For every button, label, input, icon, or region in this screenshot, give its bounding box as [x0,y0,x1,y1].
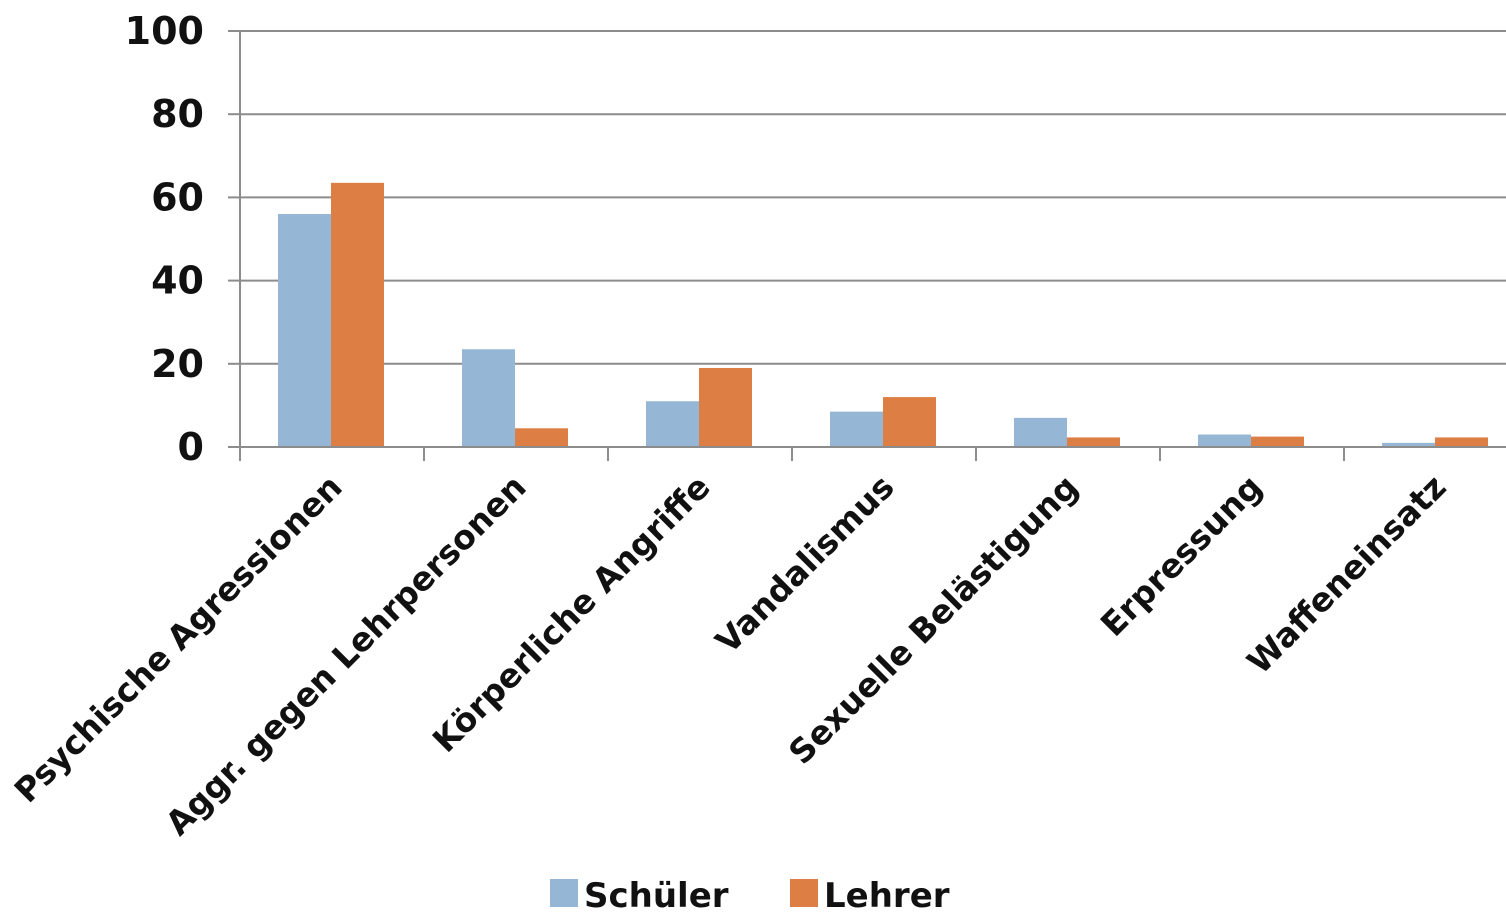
y-tick-label: 100 [125,9,204,53]
bar-series-1 [1198,434,1251,447]
bar-series-1 [830,411,883,447]
bar-series-1 [462,349,515,447]
x-tick-label: Erpressung [1093,467,1270,644]
bar-series-2 [883,397,936,447]
legend: Schüler Lehrer [550,876,950,915]
y-tick-labels: 0 20 40 60 80 100 [125,9,204,469]
bar-series-1 [1382,442,1435,447]
x-tick-label: Sexuelle Belästigung [781,467,1086,772]
y-tick-label: 0 [178,425,204,469]
bars [278,182,1488,447]
y-tick-label: 80 [151,92,204,136]
x-tick-label: Waffeneinsatz [1239,467,1453,681]
legend-swatch [790,879,818,907]
y-tick-label: 40 [151,259,204,303]
x-tick-label: Vandalismus [708,467,902,661]
legend-label: Schüler [584,876,729,915]
legend-label: Lehrer [824,876,950,915]
bar-series-1 [278,214,331,447]
legend-swatch [550,879,578,907]
x-tick-label: Aggr. gegen Lehrpersonen [158,467,534,843]
bar-series-2 [699,367,752,447]
bar-series-1 [1014,417,1067,447]
bar-series-2 [1435,437,1488,447]
y-tick-label: 20 [151,342,204,386]
x-tick-label: Psychische Agressionen [7,467,350,810]
bar-series-2 [331,182,384,447]
bar-series-1 [646,401,699,447]
axes [239,31,1506,461]
y-tick-label: 60 [151,175,204,219]
bar-series-2 [1251,436,1304,447]
bar-series-2 [1067,437,1120,447]
bar-series-2 [515,428,568,447]
gridlines [228,30,1506,448]
